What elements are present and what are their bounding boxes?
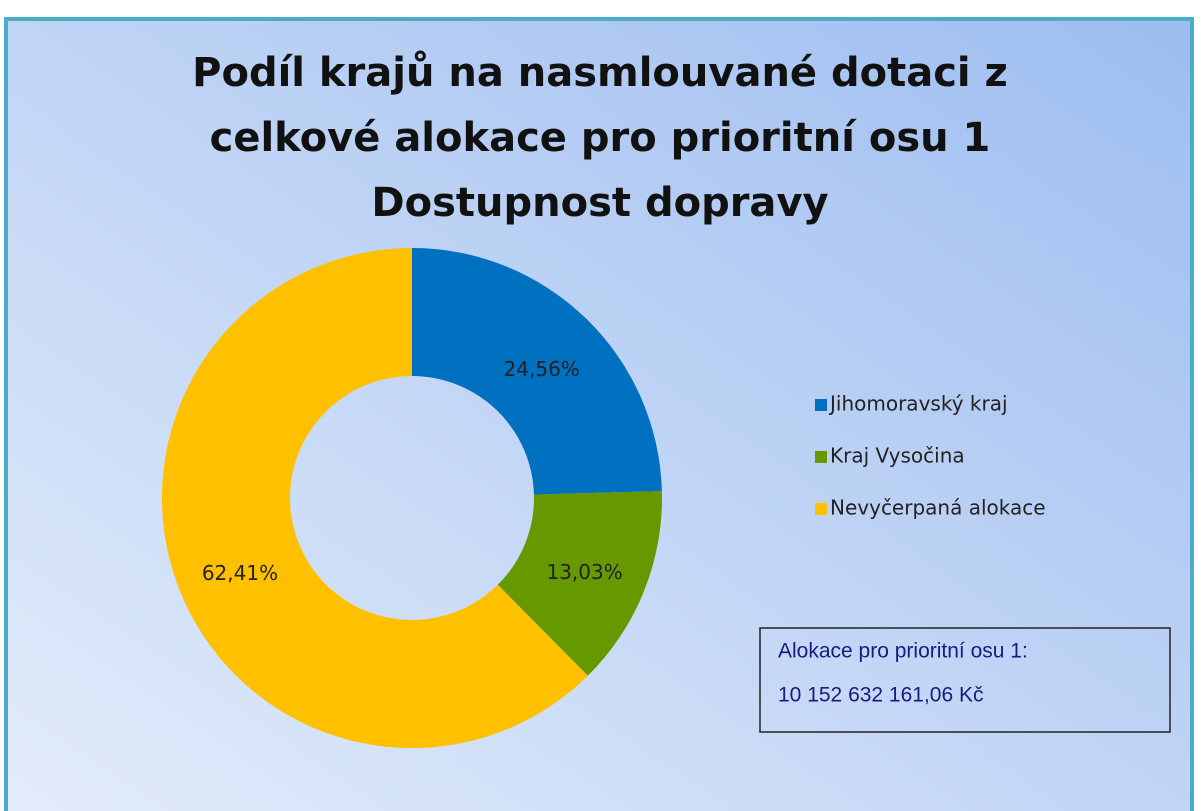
donut-slice xyxy=(412,248,662,495)
legend-swatch xyxy=(815,399,827,411)
chart-title: Podíl krajů na nasmlouvané dotaci z xyxy=(192,49,1008,96)
annotation: 10 152 632 161,06 Kč xyxy=(778,684,984,707)
legend-swatch xyxy=(815,451,827,463)
legend-label: Nevyčerpaná alokace xyxy=(830,496,1046,520)
donut-slice xyxy=(162,248,588,748)
chart-title: Dostupnost dopravy xyxy=(371,180,828,226)
data-label: 62,41% xyxy=(202,561,278,585)
chart-title: celkové alokace pro prioritní osu 1 xyxy=(210,115,991,161)
data-label: 13,03% xyxy=(546,560,622,584)
annotation-box xyxy=(759,627,1171,733)
legend-swatch xyxy=(815,503,827,515)
annotation: Alokace pro prioritní osu 1: xyxy=(778,640,1028,663)
donut-slice xyxy=(497,491,662,676)
legend-label: Jihomoravský kraj xyxy=(828,392,1008,416)
data-label: 24,56% xyxy=(504,357,580,381)
legend-label: Kraj Vysočina xyxy=(830,444,965,468)
